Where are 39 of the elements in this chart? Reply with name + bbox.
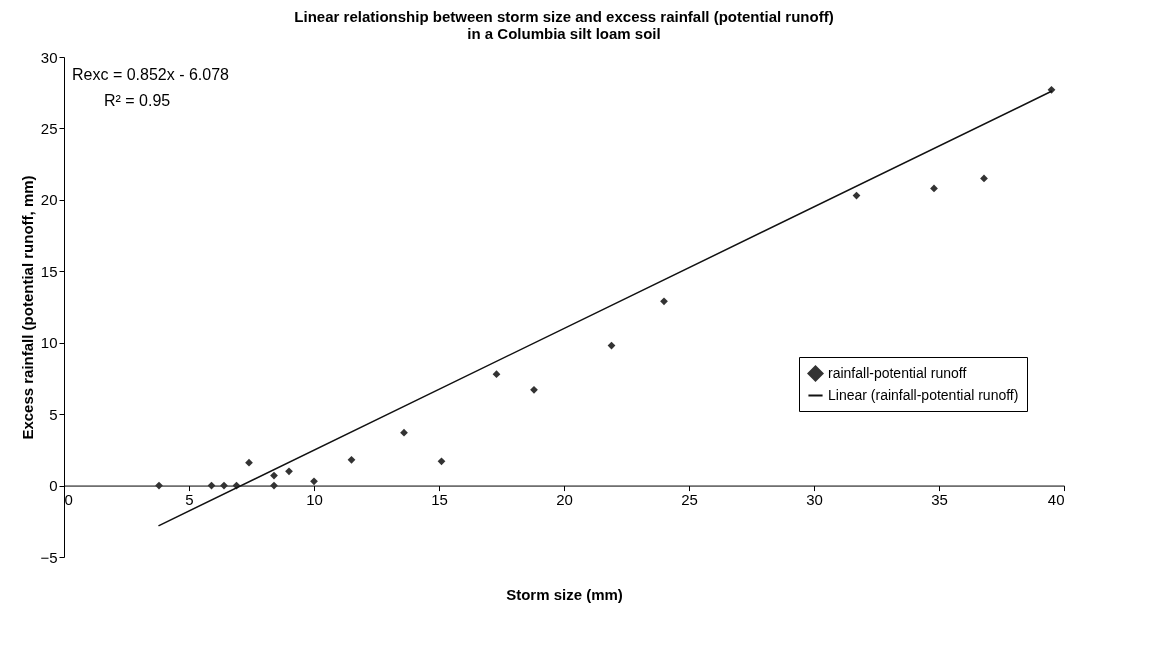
x-tick-label: 20 xyxy=(556,491,573,509)
point xyxy=(245,458,253,467)
point xyxy=(400,428,408,437)
legend-label: Linear (rainfall-potential runoff) xyxy=(828,386,1019,403)
point xyxy=(930,184,938,193)
x-tick-label: 5 xyxy=(185,491,194,509)
point xyxy=(437,457,446,466)
point xyxy=(310,477,318,486)
y-tick-label: 25 xyxy=(40,119,58,137)
point xyxy=(155,481,163,490)
x-axis-title: Storm size (mm) xyxy=(506,585,623,603)
y-tick-label: 5 xyxy=(49,405,58,423)
x-tick-label: 35 xyxy=(931,491,948,509)
y-tick-label: 20 xyxy=(40,191,58,209)
point xyxy=(980,174,988,183)
y-tick-label: 10 xyxy=(40,334,58,352)
y-tick-label: 30 xyxy=(40,48,58,66)
point xyxy=(660,297,668,306)
y-tick-label: 15 xyxy=(40,262,58,280)
point xyxy=(220,481,228,490)
point xyxy=(270,471,278,480)
x-tick-label: 30 xyxy=(806,491,823,509)
x-tick-label: 25 xyxy=(681,491,698,509)
y-tick-label: −5 xyxy=(40,548,58,566)
point xyxy=(285,467,293,476)
y-tick-label: 0 xyxy=(49,477,58,495)
point xyxy=(270,481,278,490)
annotation: Rexc = 0.852x - 6.078 xyxy=(72,66,230,83)
x-tick-label: 0 xyxy=(64,491,73,509)
point xyxy=(530,385,538,394)
x-tick-label: 15 xyxy=(431,491,448,509)
legend-label: rainfall-potential runoff xyxy=(828,364,967,381)
annotation: R² = 0.95 xyxy=(104,92,171,109)
y-axis-title: Excess rainfall (potential runoff, mm) xyxy=(19,175,37,440)
point xyxy=(347,455,356,464)
chart-title: Linear relationship between storm size and excess rainfall (potential runoff) in a Columbia silt loam soil xyxy=(294,8,834,42)
x-tick-label: 10 xyxy=(306,491,323,509)
point xyxy=(492,370,501,379)
x-tick-label: 40 xyxy=(1047,491,1065,509)
